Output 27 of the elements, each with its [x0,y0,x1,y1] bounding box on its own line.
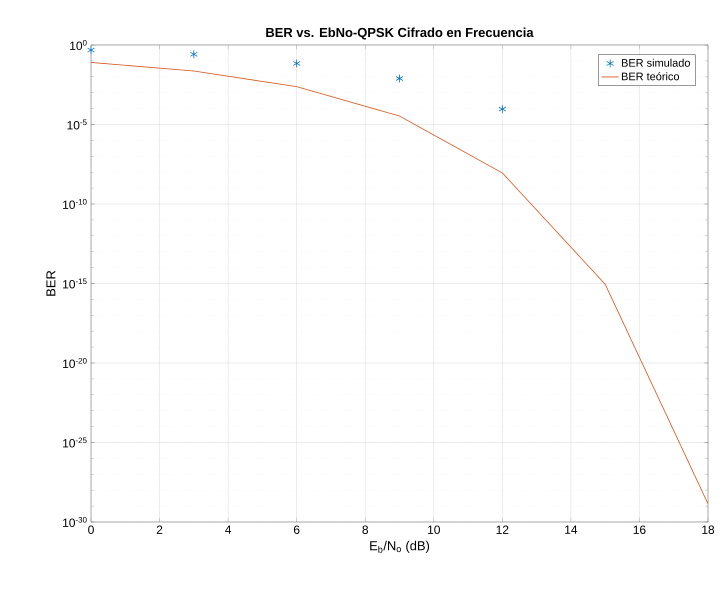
chart-title: BER vs. EbNo-QPSK Cifrado en Frecuencia [266,28,534,40]
x-axis-title: E$_{b}$/N$_{o}$ (dB) [370,540,430,553]
x-tick-label: 18 [702,526,714,534]
x-tick-label: 6 [294,526,300,534]
y-axis-title: BER [46,270,56,296]
y-tick-label: 10$^{-25}$ [63,437,87,448]
x-tick-label: 12 [496,526,508,534]
x-tick-label: 16 [634,526,646,534]
y-tick-label: 10$^{0}$ [70,40,87,50]
y-tick-label: 10$^{-30}$ [63,516,87,527]
x-tick-label: 10 [428,526,440,534]
point [190,50,198,59]
y-tick-label: 10$^{-15}$ [63,278,87,288]
point [396,74,404,83]
x-tick-label: 4 [225,526,232,534]
point [87,46,95,54]
point [292,59,301,68]
point [498,104,506,114]
legend-label: BER simulado [622,58,690,67]
x-tick-label: 14 [565,526,578,534]
y-tick-label: 10$^{-20}$ [63,358,87,368]
y-tick-label: 10$^{-5}$ [68,120,87,130]
x-tick-label: 0 [88,526,94,534]
legend-label: BER teórico [622,72,680,80]
x-tick-label: 2 [156,526,162,534]
y-tick-label: 10$^{-10}$ [63,198,87,209]
x-tick-label: 8 [362,526,368,534]
